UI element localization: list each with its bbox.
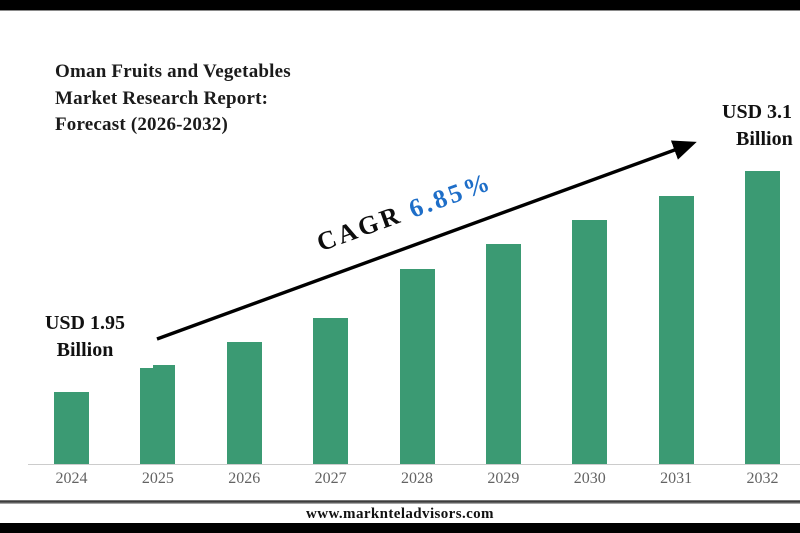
footer-divider — [0, 500, 800, 504]
value-label-2025-amount: USD 1.95 — [44, 312, 125, 334]
cagr-value: 6.85% — [405, 166, 497, 224]
bar — [226, 342, 262, 465]
bar — [399, 269, 435, 465]
x-axis-label: 2030 — [573, 470, 606, 487]
x-axis-label: 2025 — [141, 470, 174, 487]
x-axis-label: 2032 — [746, 470, 779, 487]
bar — [485, 244, 521, 465]
cagr-annotation: CAGR 6.85% — [313, 167, 497, 258]
value-label-2032-amount: USD 3.1 — [722, 101, 793, 123]
x-axis-label: 2031 — [660, 470, 693, 487]
x-axis-baseline — [28, 464, 800, 465]
bar-step-notch — [140, 365, 154, 368]
bar — [658, 196, 694, 465]
bottom-black-bar — [0, 523, 800, 533]
x-axis-label: 2027 — [314, 470, 347, 487]
bar — [140, 365, 176, 465]
chart-title-line-1: Oman Fruits and Vegetables — [55, 61, 291, 82]
x-axis-label: 2028 — [401, 470, 433, 487]
chart-title: Oman Fruits and Vegetables Market Resear… — [55, 59, 291, 139]
value-label-2032-unit: Billion — [736, 128, 793, 150]
chart-title-line-2: Market Research Report: — [55, 87, 269, 109]
value-label-2025-unit: Billion — [56, 339, 114, 361]
bar — [572, 220, 608, 465]
x-axis-label: 2029 — [487, 470, 520, 487]
website-url: www.marknteladvisors.com — [306, 506, 494, 522]
bar — [745, 171, 780, 465]
value-label-2025: USD 1.95 Billion — [24, 310, 146, 364]
x-axis-label: 2026 — [228, 470, 261, 487]
bar — [54, 392, 89, 465]
x-axis-label: 2024 — [55, 470, 88, 487]
bar — [313, 318, 349, 465]
cagr-label: CAGR — [312, 196, 415, 258]
chart-title-line-3: Forecast (2026-2032) — [55, 114, 229, 135]
top-black-bar — [0, 0, 800, 11]
